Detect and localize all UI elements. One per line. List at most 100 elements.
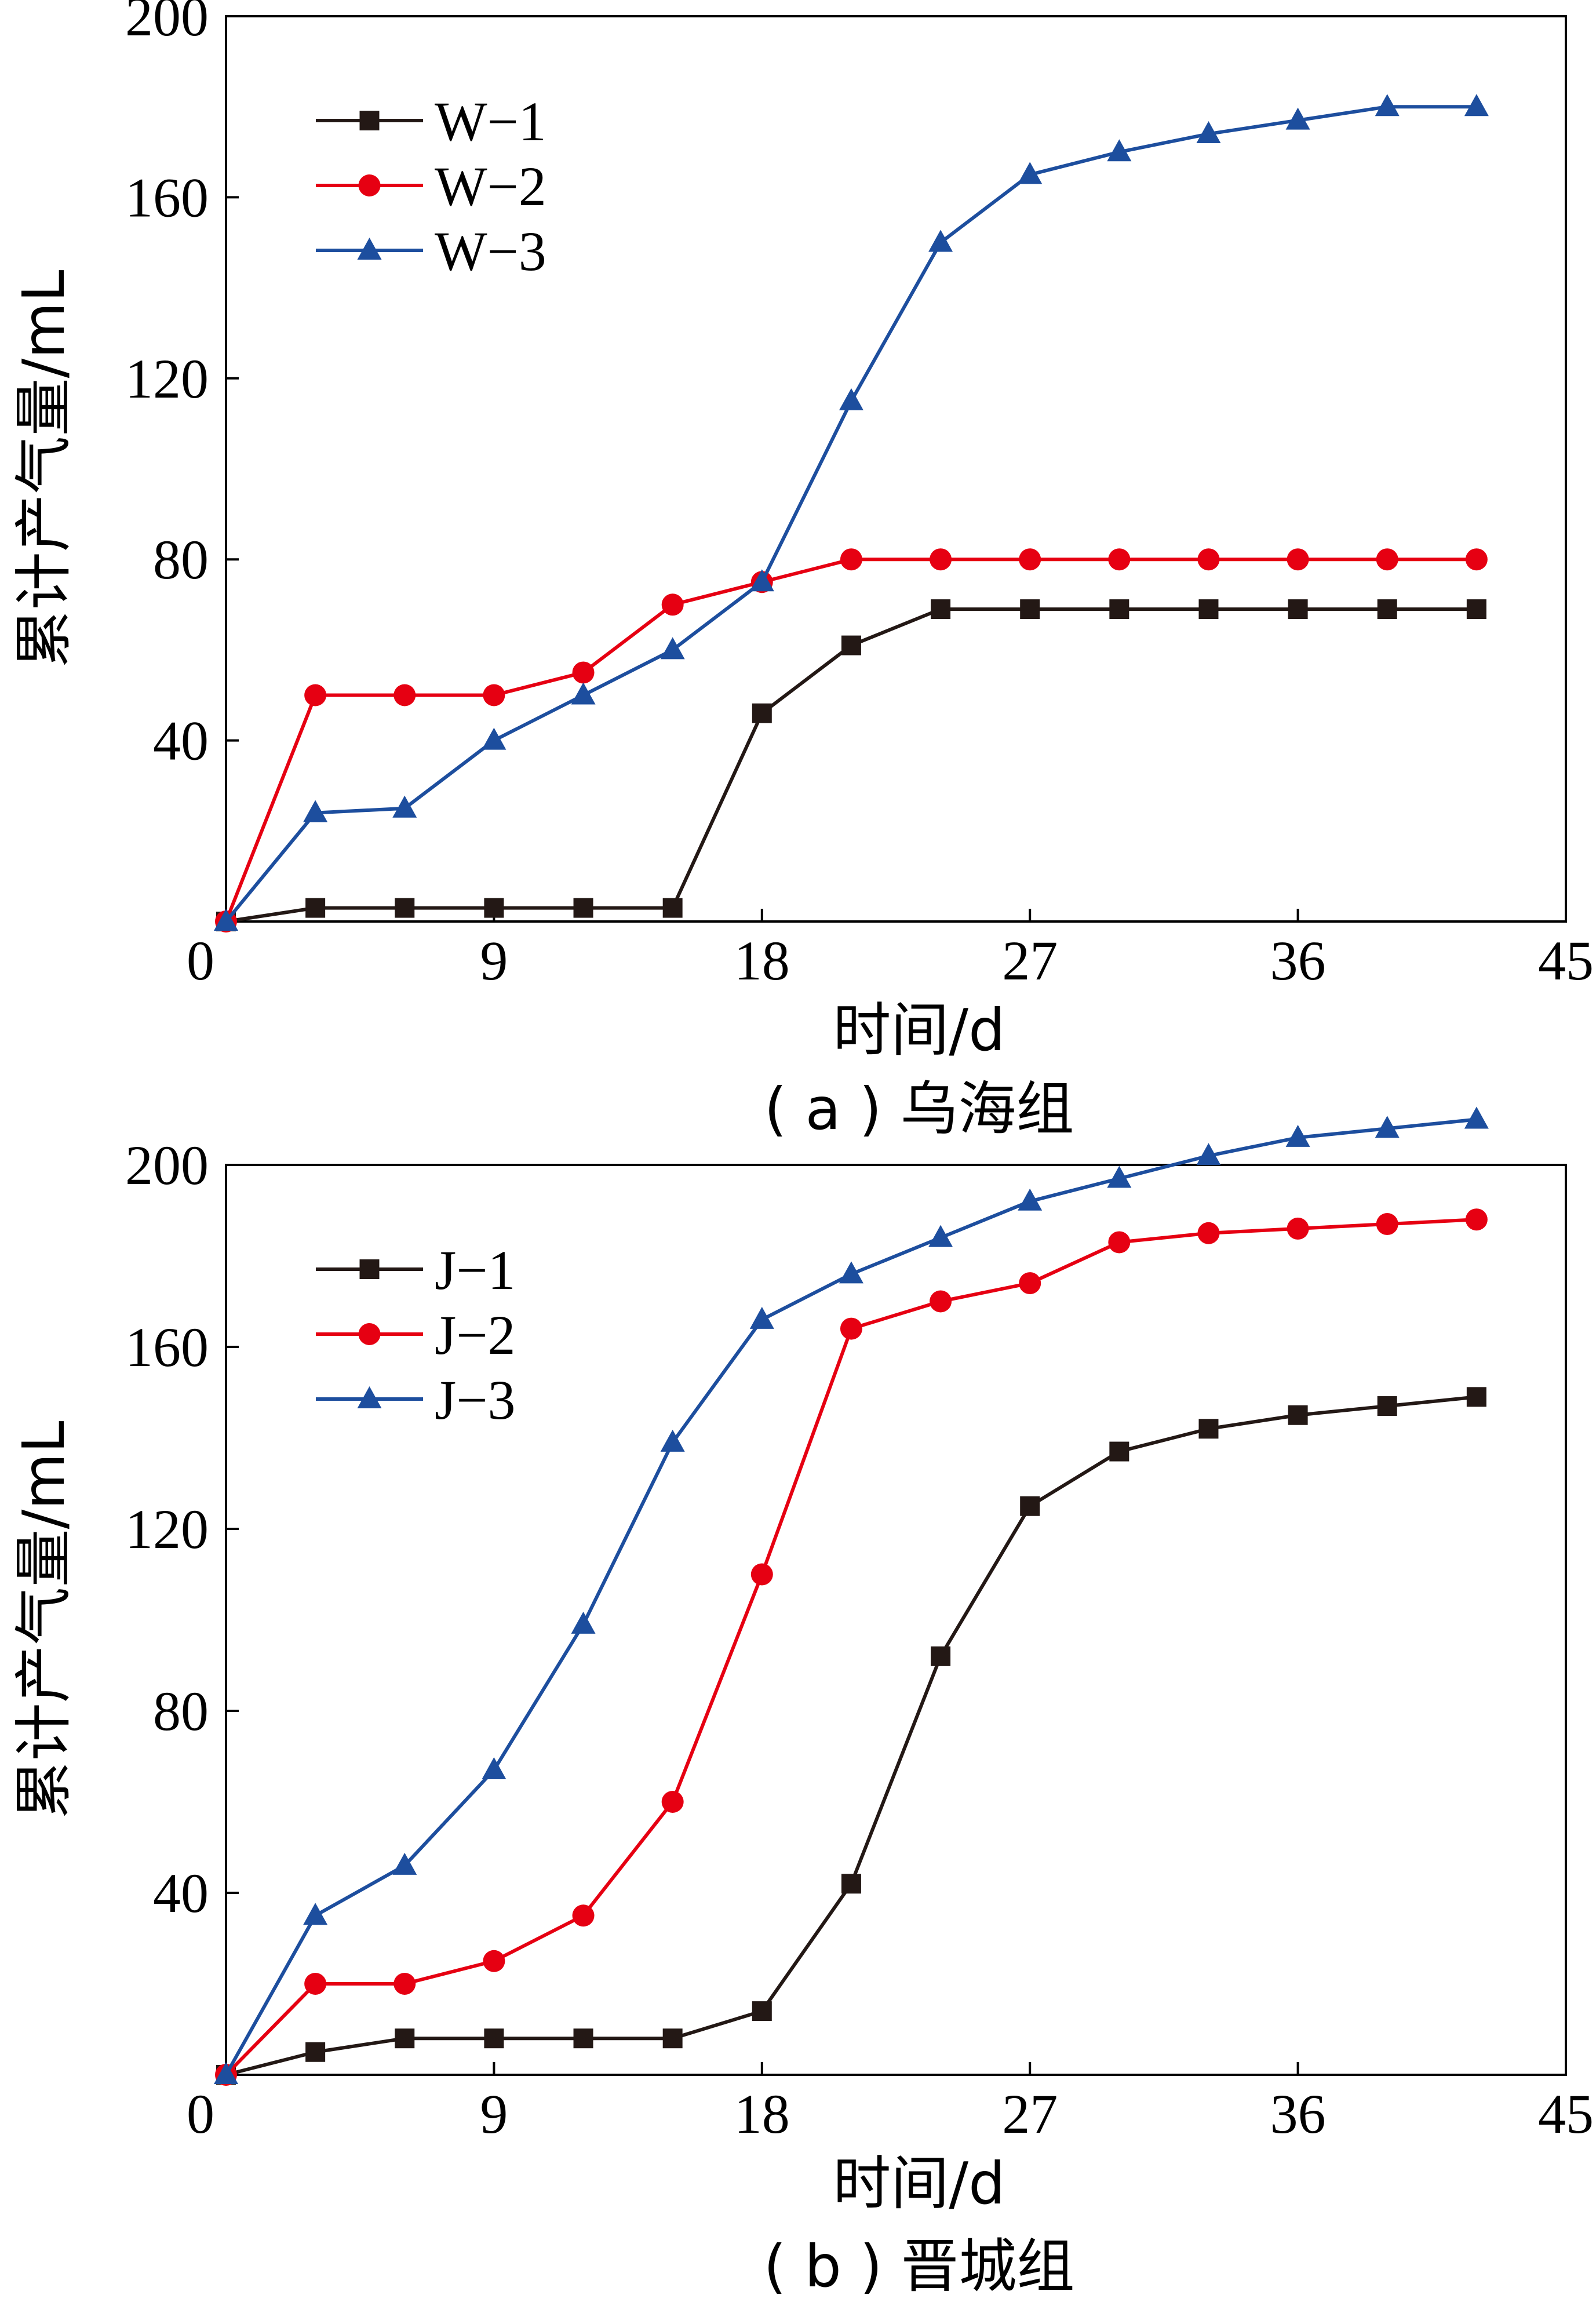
data-point [482,727,507,750]
x-tick-label: 9 [480,930,508,992]
data-point [1288,1405,1308,1425]
data-point [661,593,684,616]
data-point [1197,548,1220,571]
series-J−1 [216,1387,1486,2085]
data-point [304,684,327,706]
data-point [662,898,683,918]
data-point [930,1290,952,1313]
legend: W−1W−2W−3 [316,90,546,282]
data-point [305,898,326,918]
x-tick-label: 45 [1538,930,1594,992]
data-point [1198,1419,1219,1439]
data-point [571,1611,596,1634]
legend-marker [358,174,381,196]
data-point [660,1429,685,1452]
data-point [572,661,595,684]
y-axis-label: 累计产气量/mL [10,1420,78,1819]
data-point [1464,1106,1489,1129]
data-point [1196,1143,1221,1165]
x-tick-label: 27 [1002,930,1058,992]
data-point [931,1646,951,1666]
x-tick-label: 36 [1270,930,1326,992]
data-point [1196,121,1221,144]
y-tick-label: 80 [153,529,209,591]
data-point [484,2028,504,2049]
data-point [393,1973,416,1995]
data-point [1285,107,1310,130]
data-point [749,1306,774,1329]
data-point [482,1757,507,1780]
series-line [225,607,1477,923]
data-point [661,1791,684,1813]
data-point [749,569,774,592]
data-point [931,599,951,620]
data-point [1466,599,1486,620]
y-tick-label: 160 [125,1316,209,1378]
x-tick-label: 0 [187,2083,214,2145]
data-point [1020,599,1040,620]
data-point [840,548,862,571]
chart-panel-2: 0 9 18 27 36 45 40 80 120 160 200 时间/d 累计产气量/mL ( b )… [10,1106,1594,2300]
data-point [1018,162,1043,184]
data-point [1019,1272,1041,1295]
data-point [483,1950,505,1972]
data-point [1287,548,1309,571]
data-point [1377,1396,1397,1416]
panel-caption: ( a ) 乌海组 [764,1075,1074,1143]
data-point [483,684,505,706]
series-line [224,105,1477,923]
x-tick-label: 0 [187,930,214,992]
data-point [1465,1208,1488,1231]
data-point [305,2042,326,2062]
legend-label: W−2 [435,155,546,217]
data-point [1285,1124,1310,1147]
x-tick-label: 45 [1538,2083,1594,2145]
x-axis-label: 时间/d [833,996,1005,1064]
y-tick-label: 120 [125,348,209,410]
data-point [1018,1188,1043,1211]
data-point [1376,1213,1398,1236]
y-axis-label: 累计产气量/mL [10,269,78,668]
data-point [1377,599,1397,620]
data-point [571,682,596,705]
data-point [573,2028,593,2049]
data-point [1109,1441,1129,1462]
x-tick-label: 18 [734,930,790,992]
legend-label: J−2 [435,1304,516,1366]
data-point [572,1904,595,1927]
chart-panel-1: 0 9 18 27 36 45 40 80 120 160 200 时间/d 累计产气量/mL ( a )… [10,0,1594,1143]
data-point [1197,1222,1220,1244]
data-point [662,2028,683,2049]
data-point [1287,1217,1309,1240]
data-point [393,684,416,706]
data-point [1288,599,1308,620]
y-tick-label: 80 [153,1680,209,1742]
data-point [573,898,593,918]
x-tick-label: 27 [1002,2083,1058,2145]
legend-label: J−1 [435,1239,516,1301]
data-point [1108,1231,1131,1254]
series-W−3 [214,94,1489,931]
data-point [1107,139,1132,162]
y-tick-label: 200 [125,1134,209,1196]
y-tick-label: 40 [153,710,209,772]
x-axis-label: 时间/d [833,2150,1005,2217]
data-point [1019,548,1041,571]
y-tick-label: 40 [153,1862,209,1924]
legend-marker [359,111,380,130]
data-point [1466,1387,1486,1407]
plot-frame [225,15,1567,923]
data-point [395,898,415,918]
x-tick-label: 36 [1270,2083,1326,2145]
legend-label: W−3 [435,220,546,282]
data-point [214,2062,238,2084]
data-point [1109,599,1129,620]
series-J−2 [215,1208,1488,2086]
data-point [928,1225,953,1247]
data-point [1465,548,1488,571]
series-J−3 [214,1106,1489,2084]
data-point [303,800,328,822]
data-point [928,230,953,252]
data-point [841,635,861,655]
